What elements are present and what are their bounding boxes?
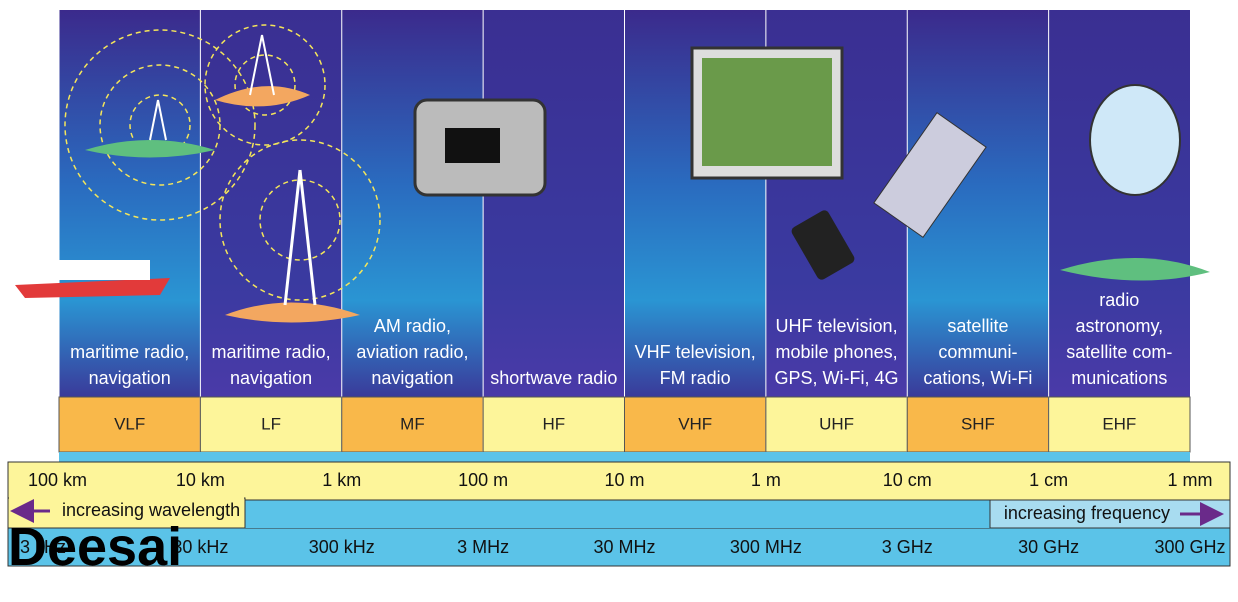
use-label: UHF television,	[776, 316, 898, 336]
frequency-label: 3 GHz	[882, 537, 933, 557]
frequency-label: 300 GHz	[1154, 537, 1225, 557]
frequency-label: 3 MHz	[457, 537, 509, 557]
band-box	[482, 396, 625, 453]
wavelength-label: 100 m	[458, 470, 508, 490]
wavelength-note: increasing wavelength	[62, 500, 240, 520]
wavelength-label: 1 m	[751, 470, 781, 490]
band-label: HF	[542, 414, 565, 433]
band-label: EHF	[1102, 414, 1136, 433]
wavelength-label: 10 cm	[883, 470, 932, 490]
band-label: UHF	[819, 414, 854, 433]
frequency-label: 30 GHz	[1018, 537, 1079, 557]
use-label: communi-	[938, 342, 1017, 362]
use-label: shortwave radio	[490, 368, 617, 388]
use-label: astronomy,	[1075, 316, 1163, 336]
use-label: navigation	[371, 368, 453, 388]
wavelength-label: 10 km	[176, 470, 225, 490]
use-label: satellite	[947, 316, 1008, 336]
column-bg	[341, 10, 484, 397]
wavelength-label: 1 km	[322, 470, 361, 490]
column-bg	[483, 10, 625, 397]
use-label: satellite com-	[1066, 342, 1172, 362]
use-label: navigation	[89, 368, 171, 388]
frequency-label: 30 MHz	[593, 537, 655, 557]
band-box	[1048, 396, 1191, 453]
band-box	[58, 396, 201, 453]
use-label: VHF television,	[635, 342, 756, 362]
column-bg	[59, 10, 201, 397]
use-label: aviation radio,	[356, 342, 468, 362]
wavelength-label: 1 cm	[1029, 470, 1068, 490]
band-label: VHF	[678, 414, 712, 433]
use-label: navigation	[230, 368, 312, 388]
column-bg	[1048, 10, 1190, 397]
band-label: LF	[261, 414, 281, 433]
wavelength-label: 1 mm	[1168, 470, 1213, 490]
watermark: Deesai	[8, 517, 182, 577]
columns: maritime radio, navigation VLF maritime rad…	[58, 10, 1191, 453]
scale-bars	[7, 452, 1231, 567]
band-label: SHF	[961, 414, 995, 433]
band-label: MF	[400, 414, 425, 433]
use-label: maritime radio,	[212, 342, 331, 362]
use-label: AM radio,	[374, 316, 451, 336]
band-box	[906, 396, 1050, 453]
use-label: mobile phones,	[776, 342, 898, 362]
frequency-label: 300 MHz	[730, 537, 802, 557]
use-label: cations, Wi-Fi	[923, 368, 1032, 388]
illustrations	[15, 24, 1210, 323]
use-label: radio	[1099, 290, 1139, 310]
band-label: VLF	[114, 414, 145, 433]
wavelength-label: 10 m	[604, 470, 644, 490]
use-label: FM radio	[660, 368, 731, 388]
use-label: maritime radio,	[70, 342, 189, 362]
use-label: munications	[1071, 368, 1167, 388]
frequency-label: 3 kHz	[20, 537, 66, 557]
wavelength-label: 100 km	[28, 470, 87, 490]
column-bg	[200, 10, 342, 397]
band-box	[624, 396, 767, 453]
frequency-note: increasing frequency	[1004, 503, 1170, 523]
frequency-label: 300 kHz	[309, 537, 375, 557]
scale-labels: 100 km 10 km 1 km 100 m 10 m 1 m 10 cm 1 cm 1 mm…	[20, 470, 1226, 557]
use-label: GPS, Wi-Fi, 4G	[775, 368, 899, 388]
frequency-label: 30 kHz	[172, 537, 228, 557]
